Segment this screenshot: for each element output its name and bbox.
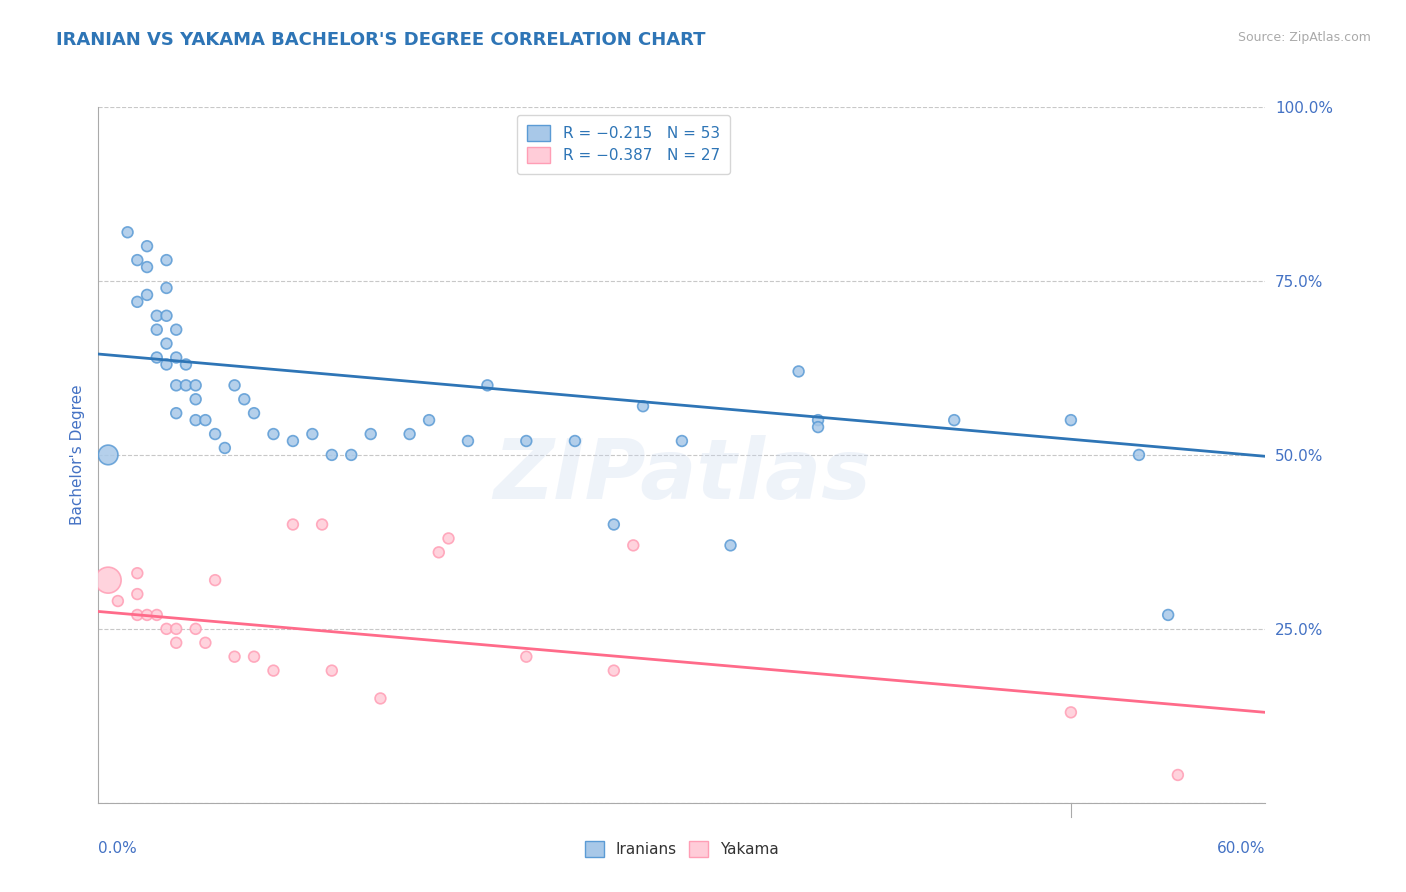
Point bbox=[184, 378, 207, 392]
Point bbox=[194, 636, 217, 650]
Point bbox=[360, 427, 382, 442]
Point bbox=[146, 607, 169, 622]
Point bbox=[127, 253, 149, 268]
Point bbox=[107, 594, 129, 608]
Point bbox=[127, 294, 149, 309]
Point bbox=[146, 309, 169, 323]
Point bbox=[136, 239, 159, 253]
Point bbox=[184, 622, 207, 636]
Text: 60.0%: 60.0% bbox=[1218, 841, 1265, 856]
Point bbox=[603, 664, 626, 678]
Point bbox=[631, 399, 654, 413]
Point bbox=[146, 351, 169, 365]
Y-axis label: Bachelor's Degree: Bachelor's Degree bbox=[69, 384, 84, 525]
Point bbox=[165, 622, 187, 636]
Point bbox=[204, 427, 226, 442]
Text: ZIPatlas: ZIPatlas bbox=[494, 435, 870, 516]
Point bbox=[603, 517, 626, 532]
Legend: Iranians, Yakama: Iranians, Yakama bbox=[578, 833, 786, 864]
Point bbox=[214, 441, 236, 455]
Point bbox=[1060, 413, 1083, 427]
Point bbox=[165, 378, 187, 392]
Point bbox=[165, 351, 187, 365]
Point bbox=[127, 607, 149, 622]
Point bbox=[224, 378, 246, 392]
Point bbox=[564, 434, 586, 448]
Point bbox=[136, 288, 159, 302]
Point bbox=[398, 427, 420, 442]
Point bbox=[155, 253, 177, 268]
Point bbox=[281, 517, 304, 532]
Point bbox=[174, 358, 197, 372]
Point bbox=[127, 566, 149, 581]
Point bbox=[136, 260, 159, 274]
Point bbox=[515, 649, 537, 664]
Point bbox=[311, 517, 333, 532]
Point bbox=[194, 413, 217, 427]
Point bbox=[437, 532, 460, 546]
Point bbox=[720, 538, 742, 552]
Point bbox=[301, 427, 323, 442]
Point bbox=[943, 413, 966, 427]
Point bbox=[243, 406, 266, 420]
Point bbox=[184, 413, 207, 427]
Point bbox=[243, 649, 266, 664]
Text: Source: ZipAtlas.com: Source: ZipAtlas.com bbox=[1237, 31, 1371, 45]
Point bbox=[165, 406, 187, 420]
Point bbox=[418, 413, 440, 427]
Point bbox=[155, 358, 177, 372]
Point bbox=[621, 538, 644, 552]
Point bbox=[457, 434, 479, 448]
Point bbox=[233, 392, 256, 407]
Point bbox=[281, 434, 304, 448]
Point bbox=[146, 323, 169, 337]
Point bbox=[165, 636, 187, 650]
Point bbox=[117, 225, 139, 239]
Point bbox=[155, 281, 177, 295]
Point bbox=[165, 323, 187, 337]
Point bbox=[671, 434, 693, 448]
Point bbox=[155, 622, 177, 636]
Point bbox=[1128, 448, 1150, 462]
Point bbox=[1060, 706, 1083, 720]
Point bbox=[1157, 607, 1180, 622]
Point bbox=[427, 545, 450, 559]
Point bbox=[155, 309, 177, 323]
Point bbox=[321, 448, 343, 462]
Point bbox=[262, 664, 284, 678]
Text: 0.0%: 0.0% bbox=[98, 841, 138, 856]
Point bbox=[136, 607, 159, 622]
Point bbox=[807, 420, 830, 434]
Text: IRANIAN VS YAKAMA BACHELOR'S DEGREE CORRELATION CHART: IRANIAN VS YAKAMA BACHELOR'S DEGREE CORR… bbox=[56, 31, 706, 49]
Point bbox=[515, 434, 537, 448]
Point bbox=[224, 649, 246, 664]
Point bbox=[321, 664, 343, 678]
Point bbox=[97, 573, 120, 587]
Point bbox=[155, 336, 177, 351]
Point bbox=[204, 573, 226, 587]
Point bbox=[787, 364, 810, 378]
Point bbox=[477, 378, 499, 392]
Point bbox=[184, 392, 207, 407]
Point bbox=[1167, 768, 1189, 782]
Point bbox=[370, 691, 392, 706]
Point bbox=[340, 448, 363, 462]
Point bbox=[262, 427, 284, 442]
Point bbox=[97, 448, 120, 462]
Point bbox=[174, 378, 197, 392]
Point bbox=[127, 587, 149, 601]
Point bbox=[807, 413, 830, 427]
